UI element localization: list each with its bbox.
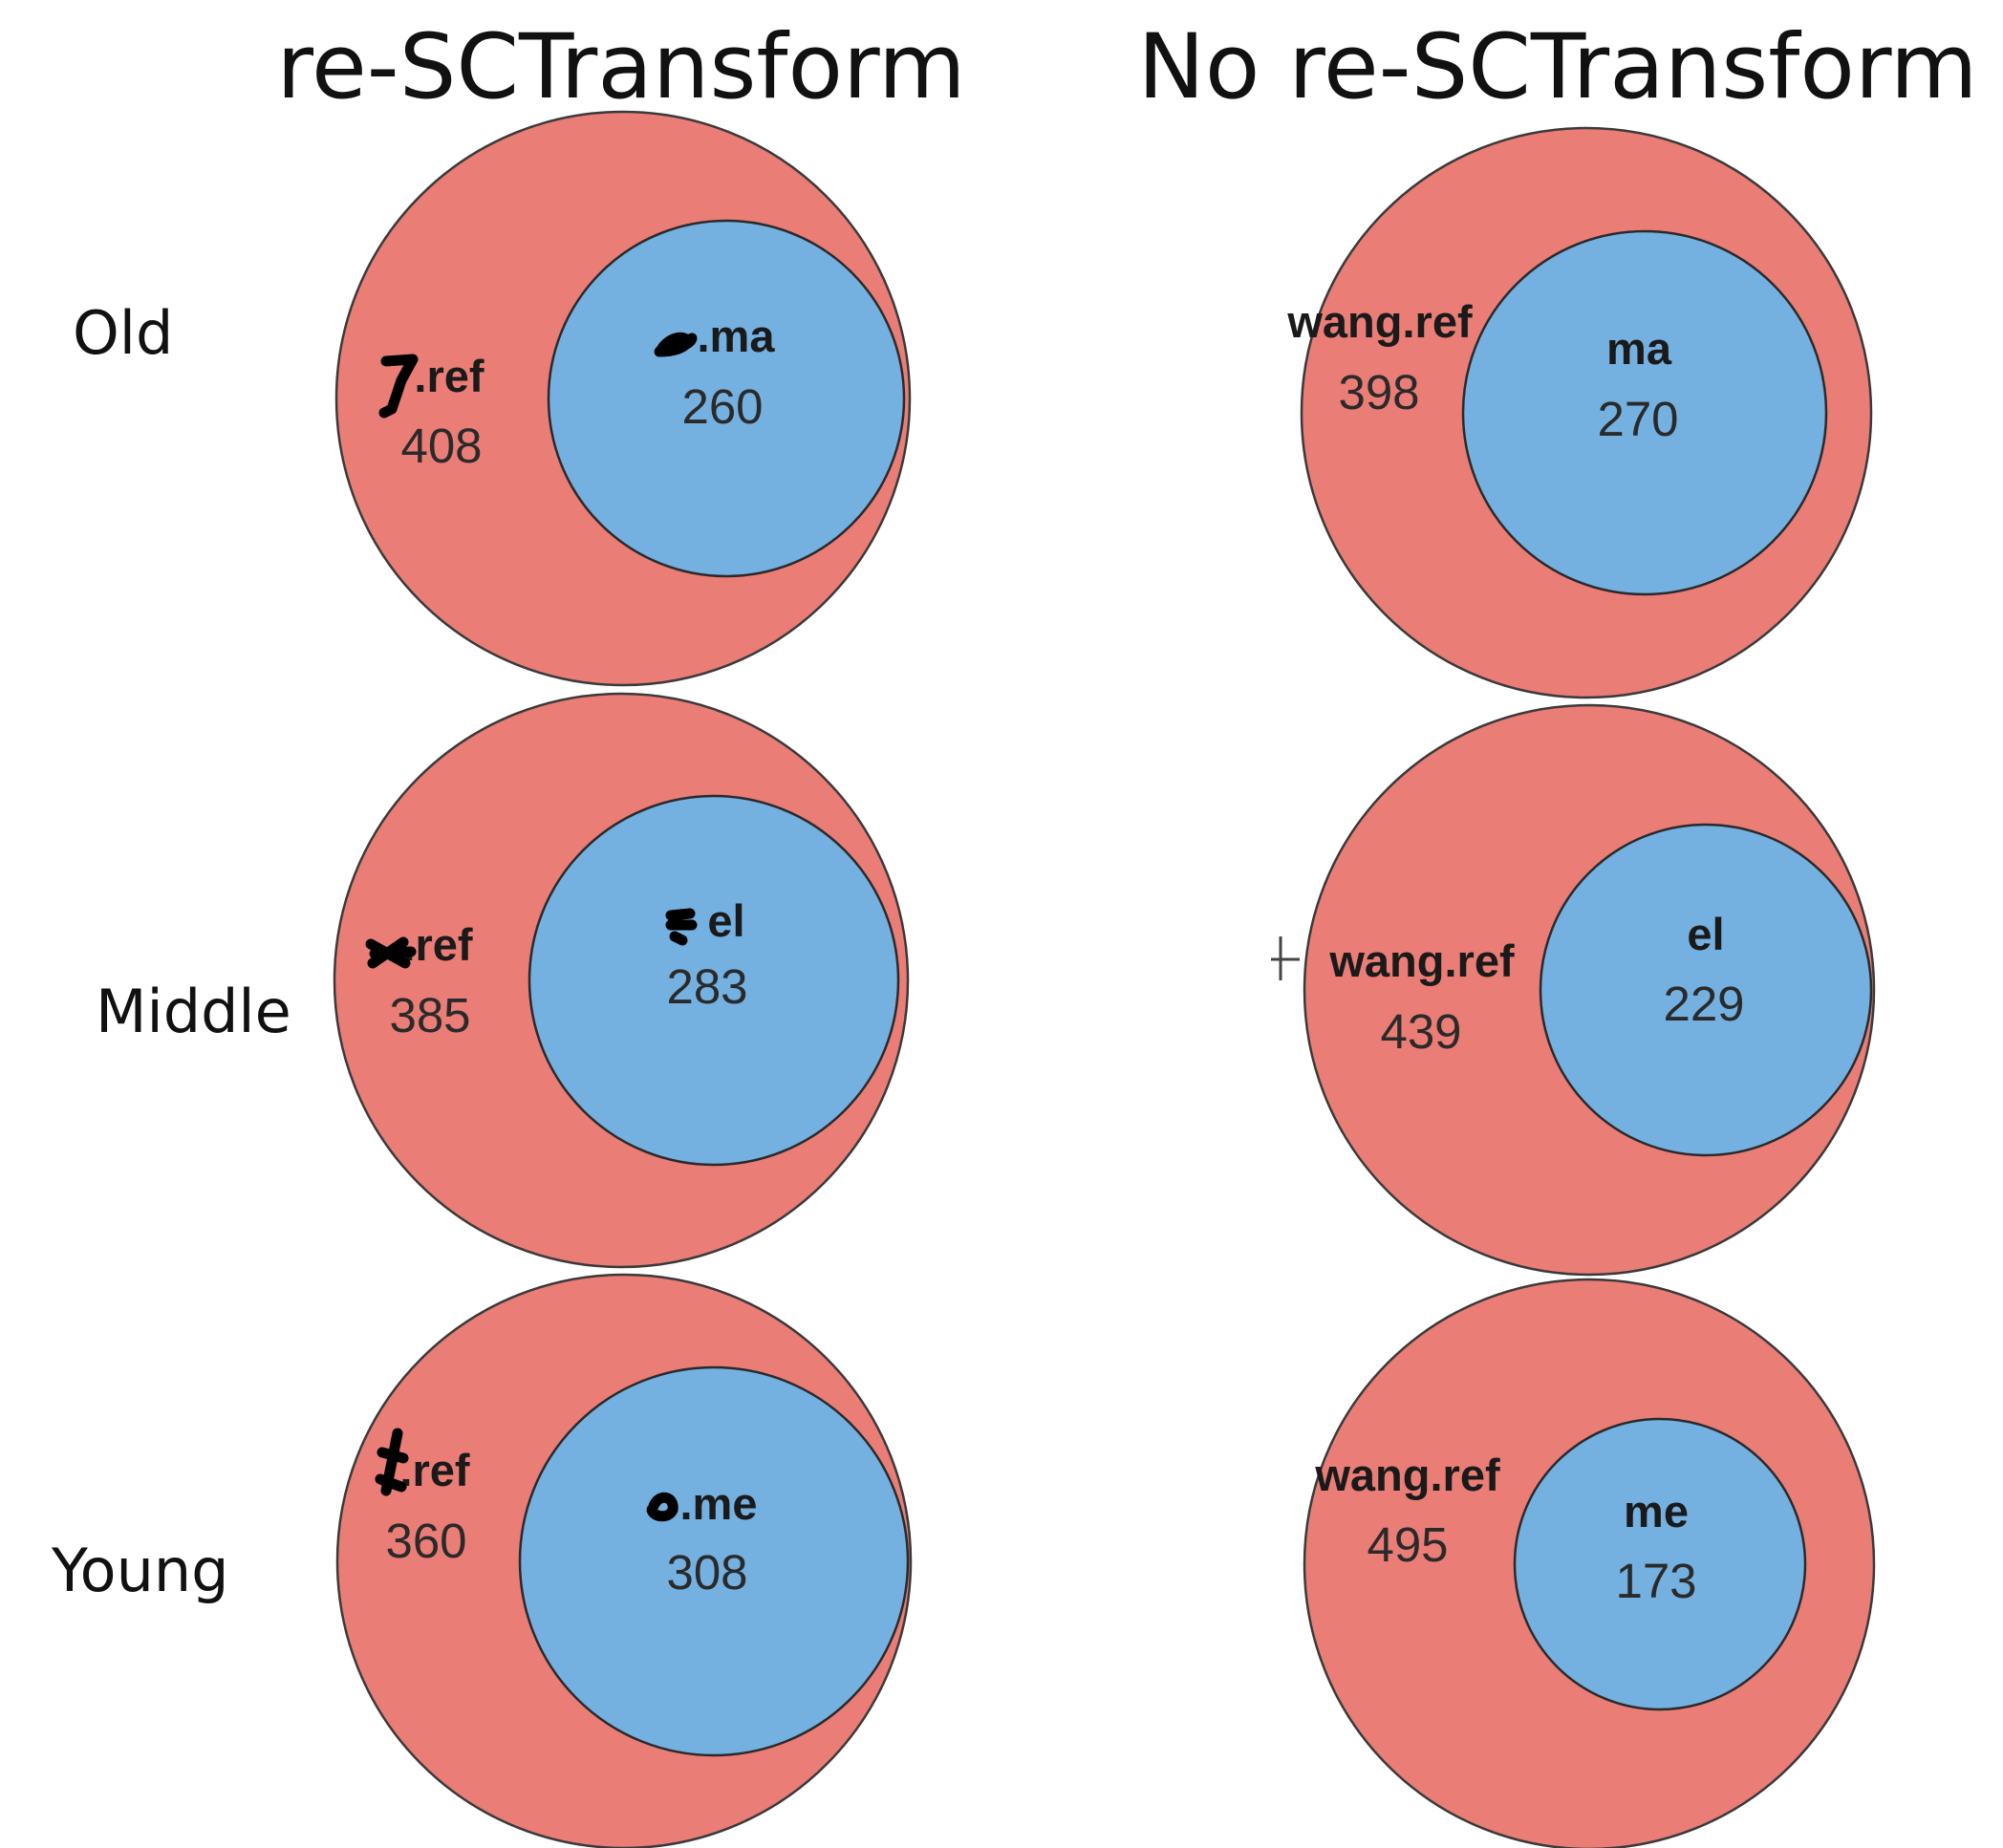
outer-set-label: wang.ref: [1314, 1450, 1500, 1500]
outer-set-label: wang.ref: [1328, 935, 1515, 986]
row-label-young: Young: [51, 1536, 229, 1605]
inner-set-circle: [547, 219, 906, 578]
redaction-scribble: [375, 1428, 409, 1496]
inner-set-count: 270: [1597, 392, 1678, 446]
inner-set-label: .ma: [698, 311, 776, 361]
column-title-resct: re-SCTransform: [276, 15, 965, 119]
outer-set-count: 385: [389, 988, 470, 1042]
venn-no-resct-middle: wang.ref 439 el 229: [1271, 703, 1876, 1277]
outer-set-count: 495: [1367, 1517, 1448, 1572]
venn-resct-middle: .ref 385 el 283: [333, 692, 910, 1269]
redaction-scribble: [646, 1492, 678, 1522]
venn-no-resct-old: wang.ref 398 ma 270: [1286, 126, 1873, 699]
redaction-scribble: [665, 908, 698, 946]
inner-set-count: 173: [1615, 1554, 1696, 1608]
inner-set-label: ma: [1606, 323, 1672, 374]
venn-no-resct-young: wang.ref 495 me 173: [1303, 1278, 1876, 1848]
inner-set-circle: [518, 1365, 910, 1757]
row-label-old: Old: [73, 298, 173, 368]
inner-set-count: 308: [666, 1545, 747, 1600]
outer-set-label: .ref: [402, 919, 472, 970]
inner-set-count: 283: [666, 959, 747, 1014]
outer-set-label: .ref: [414, 351, 484, 401]
inner-set-label: .me: [680, 1478, 758, 1529]
outer-set-label: .ref: [399, 1445, 469, 1495]
outer-set-count: 398: [1338, 365, 1419, 419]
outer-set-count: 360: [385, 1514, 466, 1568]
venn-resct-young: .ref 360 .me 308: [335, 1273, 913, 1848]
inner-set-count: 260: [681, 379, 763, 434]
inner-set-circle: [528, 794, 900, 1167]
inner-set-circle: [1513, 1417, 1807, 1711]
venn-resct-old: .ref 408 .ma 260: [334, 110, 912, 687]
inner-set-label: me: [1624, 1486, 1689, 1536]
outer-set-count: 439: [1380, 1004, 1461, 1059]
inner-set-circle: [1461, 229, 1828, 596]
redaction-scribble: [654, 332, 698, 357]
row-label-middle: Middle: [96, 977, 291, 1046]
outer-set-label: wang.ref: [1286, 296, 1473, 347]
column-title-no-resct: No re-SCTransform: [1138, 15, 1978, 119]
inner-set-count: 229: [1663, 977, 1744, 1031]
inner-set-label: el: [707, 895, 744, 946]
inner-set-circle: [1539, 823, 1873, 1157]
redaction-scribble: [365, 936, 417, 969]
outer-set-count: 408: [400, 419, 482, 473]
inner-set-label: el: [1687, 909, 1724, 959]
redaction-scribble: [378, 354, 419, 419]
